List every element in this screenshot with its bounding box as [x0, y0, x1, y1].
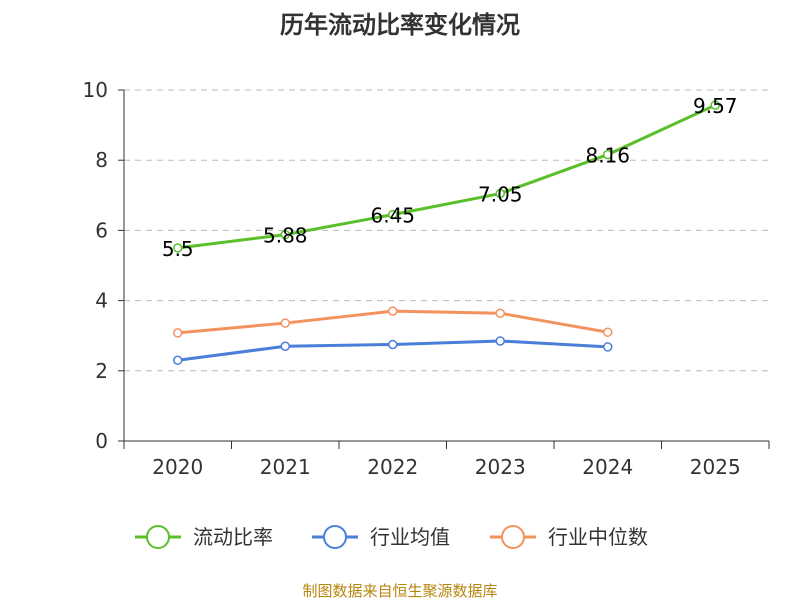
legend: 流动比率 行业均值 行业中位数	[135, 525, 648, 549]
data-point-0-2020	[173, 243, 183, 253]
legend-item-0: 流动比率	[135, 525, 273, 549]
legend-swatch-marker-1	[323, 525, 347, 549]
legend-label-1: 行业均值	[370, 525, 450, 549]
y-tick-label-0: 0	[95, 429, 108, 453]
grid	[124, 89, 769, 372]
axes: 0 2 4 6 8 10 2020 2021 2022 2023 2024 2025	[83, 78, 770, 479]
x-tick-label-2023: 2023	[475, 455, 526, 479]
legend-swatch-marker-2	[501, 525, 525, 549]
data-point-1-2020	[173, 355, 183, 366]
data-point-0-2021	[280, 229, 290, 240]
data-point-2-2022	[388, 306, 398, 316]
x-tick-label-2021: 2021	[260, 455, 311, 479]
y-tick-label-6: 6	[95, 218, 108, 242]
data-point-2-2023	[495, 308, 505, 318]
data-point-1-2022	[388, 339, 398, 350]
x-tick-label-2020: 2020	[152, 455, 203, 479]
data-point-1-2024	[603, 342, 613, 352]
x-tick-label-2025: 2025	[690, 455, 741, 479]
legend-label-0: 流动比率	[193, 525, 273, 549]
data-label-2024: 8.16	[585, 144, 630, 168]
data-point-0-2022	[388, 209, 398, 220]
data-label-2023: 7.05	[478, 183, 523, 207]
data-point-2-2020	[173, 328, 183, 338]
series-line-0	[176, 103, 717, 250]
y-tick-label-8: 8	[95, 148, 108, 172]
data-label-2025: 9.57	[693, 94, 738, 118]
data-point-1-2023	[495, 336, 505, 346]
data-point-2-2021	[280, 318, 290, 328]
x-tick-label-2024: 2024	[582, 455, 633, 479]
series	[173, 100, 720, 366]
data-label-2021: 5.88	[263, 224, 308, 248]
data-label-2022: 6.45	[370, 204, 415, 228]
data-point-0-2024	[603, 149, 613, 160]
data-labels: 5.5 5.88 6.45 7.05 8.16 9.57	[162, 94, 738, 261]
legend-swatch-marker-0	[146, 525, 170, 549]
y-tick-label-10: 10	[83, 78, 108, 102]
legend-item-1: 行业均值	[312, 525, 450, 549]
y-tick-label-4: 4	[95, 289, 108, 313]
x-tick-label-2022: 2022	[367, 455, 418, 479]
data-point-2-2024	[603, 327, 613, 337]
data-label-2020: 5.5	[162, 237, 194, 261]
legend-label-2: 行业中位数	[548, 525, 648, 549]
source-note: 制图数据来自恒生聚源数据库	[302, 582, 497, 600]
chart-title: 历年流动比率变化情况	[280, 11, 520, 39]
y-tick-label-2: 2	[95, 359, 108, 383]
legend-item-2: 行业中位数	[490, 525, 648, 549]
data-point-0-2025	[710, 100, 720, 110]
data-point-1-2021	[280, 341, 290, 351]
data-point-0-2023	[495, 188, 505, 199]
